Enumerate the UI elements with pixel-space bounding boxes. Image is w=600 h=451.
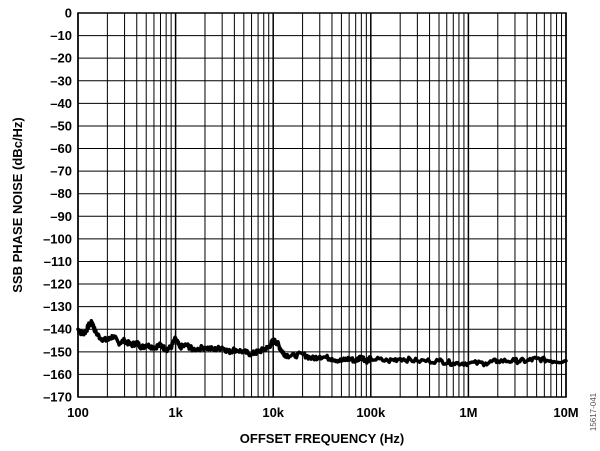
y-tick-label: 0 [65,6,72,21]
y-tick-label: –100 [43,231,72,246]
y-axis-label: SSB PHASE NOISE (dBc/Hz) [10,117,25,293]
phase-noise-series-line [78,321,566,366]
plot-frame [78,13,566,397]
y-tick-label: –60 [50,141,72,156]
x-tick-label: 1k [168,405,183,420]
grid-lines [78,13,566,397]
y-tick-label: –30 [50,73,72,88]
x-tick-labels: 100 1k 10k 100k 1M 10M [67,405,579,420]
y-tick-label: –10 [50,28,72,43]
x-axis-label: OFFSET FREQUENCY (Hz) [240,431,404,446]
x-tick-label: 10k [262,405,284,420]
y-tick-label: –130 [43,299,72,314]
figure-number-note: 15617-041 [589,392,598,431]
x-tick-label: 100 [67,405,89,420]
y-tick-label: –20 [50,51,72,66]
x-tick-label: 1M [459,405,477,420]
y-tick-label: –150 [43,344,72,359]
y-tick-label: –90 [50,209,72,224]
y-tick-label: –160 [43,367,72,382]
y-tick-label: –110 [44,254,72,269]
y-tick-label: –80 [50,186,72,201]
y-tick-label: –170 [43,390,72,405]
x-tick-label: 10M [553,405,578,420]
y-tick-label: –120 [43,277,72,292]
y-tick-label: –70 [50,164,72,179]
x-tick-label: 100k [356,405,386,420]
y-tick-labels: 0 –10 –20 –30 –40 –50 –60 –70 –80 –90 –100 –110 –120… [43,6,72,405]
y-tick-label: –50 [50,118,72,133]
y-tick-label: –40 [50,96,72,111]
y-tick-label: –140 [43,322,72,337]
